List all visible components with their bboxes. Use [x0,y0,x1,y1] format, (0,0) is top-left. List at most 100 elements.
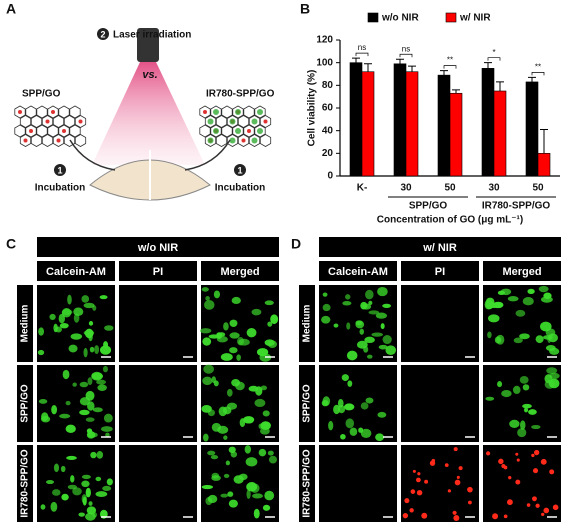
dead-cell [453,447,458,452]
cell [368,310,380,315]
cell [360,402,369,410]
cell [211,472,220,479]
row-label: SPP/GO [20,384,31,423]
dead-cell [410,489,416,494]
cell [222,406,232,415]
cell [252,493,263,499]
cell [220,493,229,498]
cell [382,335,392,345]
dead-cell [507,499,513,506]
hexagon [259,134,272,147]
dead-cell [549,469,555,475]
cell [528,409,537,415]
step-text: Incubation [215,183,266,194]
y-tick-label: 20 [322,148,334,159]
cell [102,365,108,373]
dead-cell [486,451,491,456]
micrograph [483,445,561,522]
cell [519,333,530,340]
cell [83,302,95,309]
cell [251,308,262,316]
cell [333,404,341,415]
hexagon [259,115,272,128]
cell [229,332,240,339]
row-header-bar [299,365,315,442]
cell [377,286,388,297]
cell [492,301,504,309]
cell [267,340,278,348]
cell [345,418,355,429]
cell [360,301,368,310]
cell [90,451,97,459]
dye-dot [235,109,241,115]
cell [81,480,90,488]
dead-cell [456,475,460,479]
cell [246,328,257,338]
cell [62,369,70,380]
y-tick-label: 80 [322,80,334,91]
hexagon [36,124,48,138]
dye-dot [207,118,214,125]
cell [81,474,91,480]
cell [239,418,246,428]
significance-bracket [531,72,545,76]
bar [449,92,463,177]
hexagon [41,134,54,147]
cell [85,417,95,422]
dead-cell [531,453,535,458]
bar [537,153,551,177]
dead-cell [444,463,449,468]
hexagon [204,134,217,147]
cell [40,415,51,423]
bar [405,71,419,177]
dead-cell [416,489,423,496]
panel-label: B [300,1,310,17]
cell [496,334,505,345]
header-bar [319,237,561,257]
hexagon [74,115,87,128]
cell [85,390,95,401]
dead-cell [526,503,531,507]
cell [83,347,88,358]
polymer-dot [29,129,33,133]
micrograph [319,365,397,442]
bar [393,63,407,177]
cell [231,296,241,305]
x-tick-label: 50 [444,183,456,194]
cell [92,407,103,413]
hexagon [215,134,228,147]
cell [210,454,219,460]
bar [481,68,495,177]
cell [40,504,46,510]
cell [79,409,90,416]
cell [524,407,529,413]
cell [229,319,238,327]
cell [53,463,60,473]
cell [229,347,238,354]
dye-dot [229,118,236,125]
column-header-bar [401,261,479,281]
header-label: w/o NIR [137,242,178,254]
hexagon [36,105,48,119]
cell [342,300,352,306]
cell [485,300,494,310]
cell [512,385,521,395]
hexagon [232,124,244,138]
panel-b: B Cell viability (%) 0 20 40 60 80 100 120 w/o N… [300,1,560,226]
cell [59,413,71,419]
error-bar [440,70,448,76]
significance-label: ** [535,63,541,72]
hexagon [58,124,70,138]
row-label: IR780-SPP/GO [20,449,31,518]
cell [375,433,384,441]
cell [91,372,104,380]
cell [70,333,83,340]
step-number: 1 [237,165,242,175]
micrograph [401,285,479,362]
cell [202,337,212,346]
header-bar [37,237,279,257]
micrograph [401,445,479,522]
cell [540,321,552,332]
